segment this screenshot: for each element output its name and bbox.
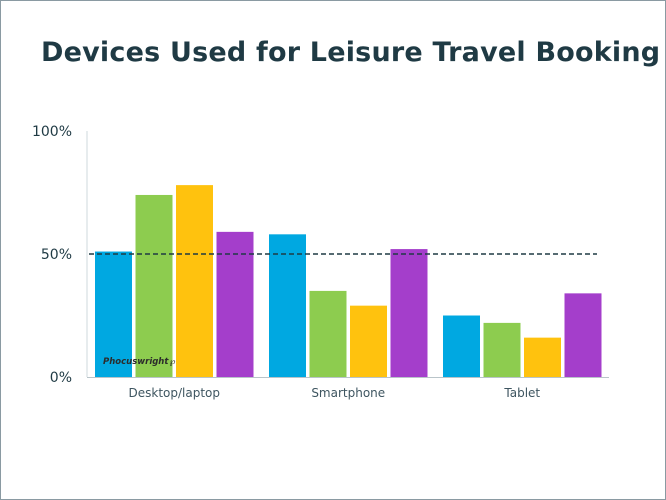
- x-category-label: Smartphone: [311, 386, 385, 400]
- bar-tablet-2: [483, 322, 521, 377]
- chart-title: Devices Used for Leisure Travel Booking: [41, 37, 661, 68]
- bar-tablet-3: [524, 337, 561, 377]
- bar-smartphone-2: [309, 290, 347, 377]
- bar-desktop-laptop-2: [135, 194, 173, 377]
- bars-group: [95, 185, 602, 377]
- x-category-label: Tablet: [503, 386, 540, 400]
- bar-smartphone-4: [390, 249, 428, 377]
- bar-tablet-1: [443, 315, 480, 377]
- y-tick-label: 50%: [41, 247, 72, 263]
- bar-smartphone-1: [269, 234, 306, 377]
- x-category-labels: Desktop/laptop Smartphone Tablet: [129, 386, 541, 400]
- y-tick-label: 0%: [50, 370, 72, 386]
- bar-desktop-laptop-4: [216, 231, 254, 377]
- bar-tablet-4: [564, 293, 602, 377]
- bar-smartphone-3: [350, 305, 387, 377]
- brand-swirl-icon: ℘: [169, 357, 176, 367]
- x-category-label: Desktop/laptop: [129, 386, 221, 400]
- bar-desktop-laptop-3: [176, 185, 213, 377]
- brand-text: Phocuswright: [103, 357, 169, 367]
- phocuswright-watermark: Phocuswright℘: [103, 357, 175, 367]
- y-tick-labels: 0% 50% 100%: [32, 124, 72, 386]
- y-tick-label: 100%: [32, 124, 72, 140]
- bar-desktop-laptop-1: [95, 251, 132, 377]
